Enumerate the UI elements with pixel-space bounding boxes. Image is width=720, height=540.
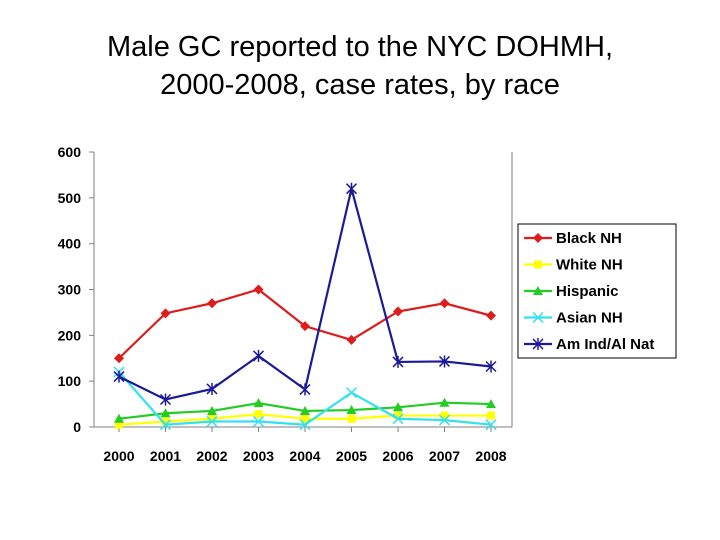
data-point-am-ind-al-nat (113, 370, 125, 383)
title-line-1: Male GC reported to the NYC DOHMH, (106, 31, 614, 63)
data-point-white-nh (208, 414, 216, 423)
series-layer (113, 182, 497, 431)
data-point-black-nh (160, 308, 171, 319)
data-point-black-nh (486, 310, 496, 321)
legend-label: Asian NH (556, 310, 623, 327)
legend-item-black-nh: Black NH (524, 230, 622, 247)
legend-item-white-nh: White NH (524, 257, 623, 274)
data-point-am-ind-al-nat (392, 355, 404, 368)
data-point-hispanic (300, 405, 310, 415)
data-point-asian-nh (252, 415, 265, 428)
data-point-asian-nh (485, 419, 497, 431)
data-point-white-nh (440, 411, 449, 420)
data-point-hispanic (486, 399, 496, 409)
data-point-asian-nh (345, 387, 358, 399)
data-point-asian-nh (392, 413, 404, 425)
legend-marker (532, 338, 544, 350)
y-tick-label: 400 (58, 236, 82, 252)
legend-label: White NH (556, 257, 623, 274)
data-point-asian-nh (299, 419, 311, 431)
series-hispanic (114, 397, 496, 423)
data-point-hispanic (114, 413, 124, 423)
series-white-nh (115, 410, 495, 429)
y-tick-label: 600 (58, 144, 82, 160)
legend-label: Hispanic (556, 283, 619, 300)
data-point-black-nh (114, 353, 124, 364)
title-line-2: 2000-2008, case rates, by race (160, 69, 560, 101)
data-point-black-nh (346, 334, 357, 345)
y-tick-label: 300 (58, 282, 82, 298)
data-point-white-nh (347, 414, 356, 423)
legend-item-hispanic: Hispanic (524, 283, 619, 300)
x-tick-label: 2000 (103, 448, 134, 464)
legend-marker (532, 311, 544, 324)
series-black-nh (114, 284, 496, 364)
data-point-am-ind-al-nat (206, 382, 218, 395)
data-point-white-nh (254, 410, 263, 419)
data-point-white-nh (487, 411, 495, 420)
legend-item-am-ind-al-nat: Am Ind/Al Nat (524, 336, 654, 353)
data-point-asian-nh (438, 414, 451, 426)
legend: Black NH White NH Hispanic Asian NH Am Ind/A… (517, 223, 677, 359)
data-point-hispanic (207, 405, 217, 415)
x-tick-label: 2003 (243, 448, 274, 464)
y-tick-label: 500 (58, 190, 82, 206)
data-point-black-nh (439, 298, 450, 309)
legend-label: Am Ind/Al Nat (556, 336, 654, 353)
data-point-am-ind-al-nat (438, 355, 451, 368)
data-point-hispanic (439, 397, 450, 407)
x-tick-label: 2005 (336, 448, 367, 464)
data-point-black-nh (393, 306, 403, 317)
data-point-am-ind-al-nat (159, 393, 172, 406)
legend-marker (533, 233, 543, 243)
y-tick-label: 100 (58, 373, 82, 389)
slide-title: Male GC reported to the NYC DOHMH, 2000-… (0, 28, 720, 104)
x-tick-label: 2008 (475, 448, 506, 464)
data-point-hispanic (253, 398, 264, 408)
legend-marker (534, 260, 542, 269)
y-tick-label: 200 (58, 327, 82, 343)
legend-marker (533, 286, 543, 295)
x-tick-label: 2002 (196, 448, 227, 464)
data-point-hispanic (346, 405, 357, 415)
data-point-white-nh (115, 420, 123, 429)
legend-label: Black NH (556, 230, 622, 247)
data-point-am-ind-al-nat (345, 182, 358, 195)
data-point-hispanic (393, 402, 403, 412)
data-point-asian-nh (159, 419, 172, 431)
data-point-black-nh (253, 284, 264, 295)
data-point-white-nh (301, 414, 309, 423)
data-point-black-nh (300, 321, 310, 332)
series-am-ind-al-nat (113, 182, 497, 406)
data-point-white-nh (161, 417, 170, 426)
y-tick-label: 0 (73, 419, 81, 435)
data-point-black-nh (207, 298, 217, 309)
data-point-asian-nh (206, 415, 218, 428)
data-point-am-ind-al-nat (299, 383, 311, 396)
series-line-am-ind-al-nat (118, 188, 492, 401)
data-point-hispanic (160, 408, 171, 418)
x-tick-label: 2004 (289, 448, 320, 464)
data-point-white-nh (394, 411, 402, 420)
legend-item-asian-nh: Asian NH (524, 310, 623, 327)
x-tick-label: 2001 (150, 448, 181, 464)
data-point-am-ind-al-nat (485, 360, 497, 373)
x-tick-label: 2007 (429, 448, 460, 464)
x-tick-label: 2006 (382, 448, 413, 464)
data-point-am-ind-al-nat (252, 349, 265, 362)
chart-axes: 0 100 200 300 400 500 600 2000 2001 2002 2003 2004 2… (58, 144, 513, 464)
